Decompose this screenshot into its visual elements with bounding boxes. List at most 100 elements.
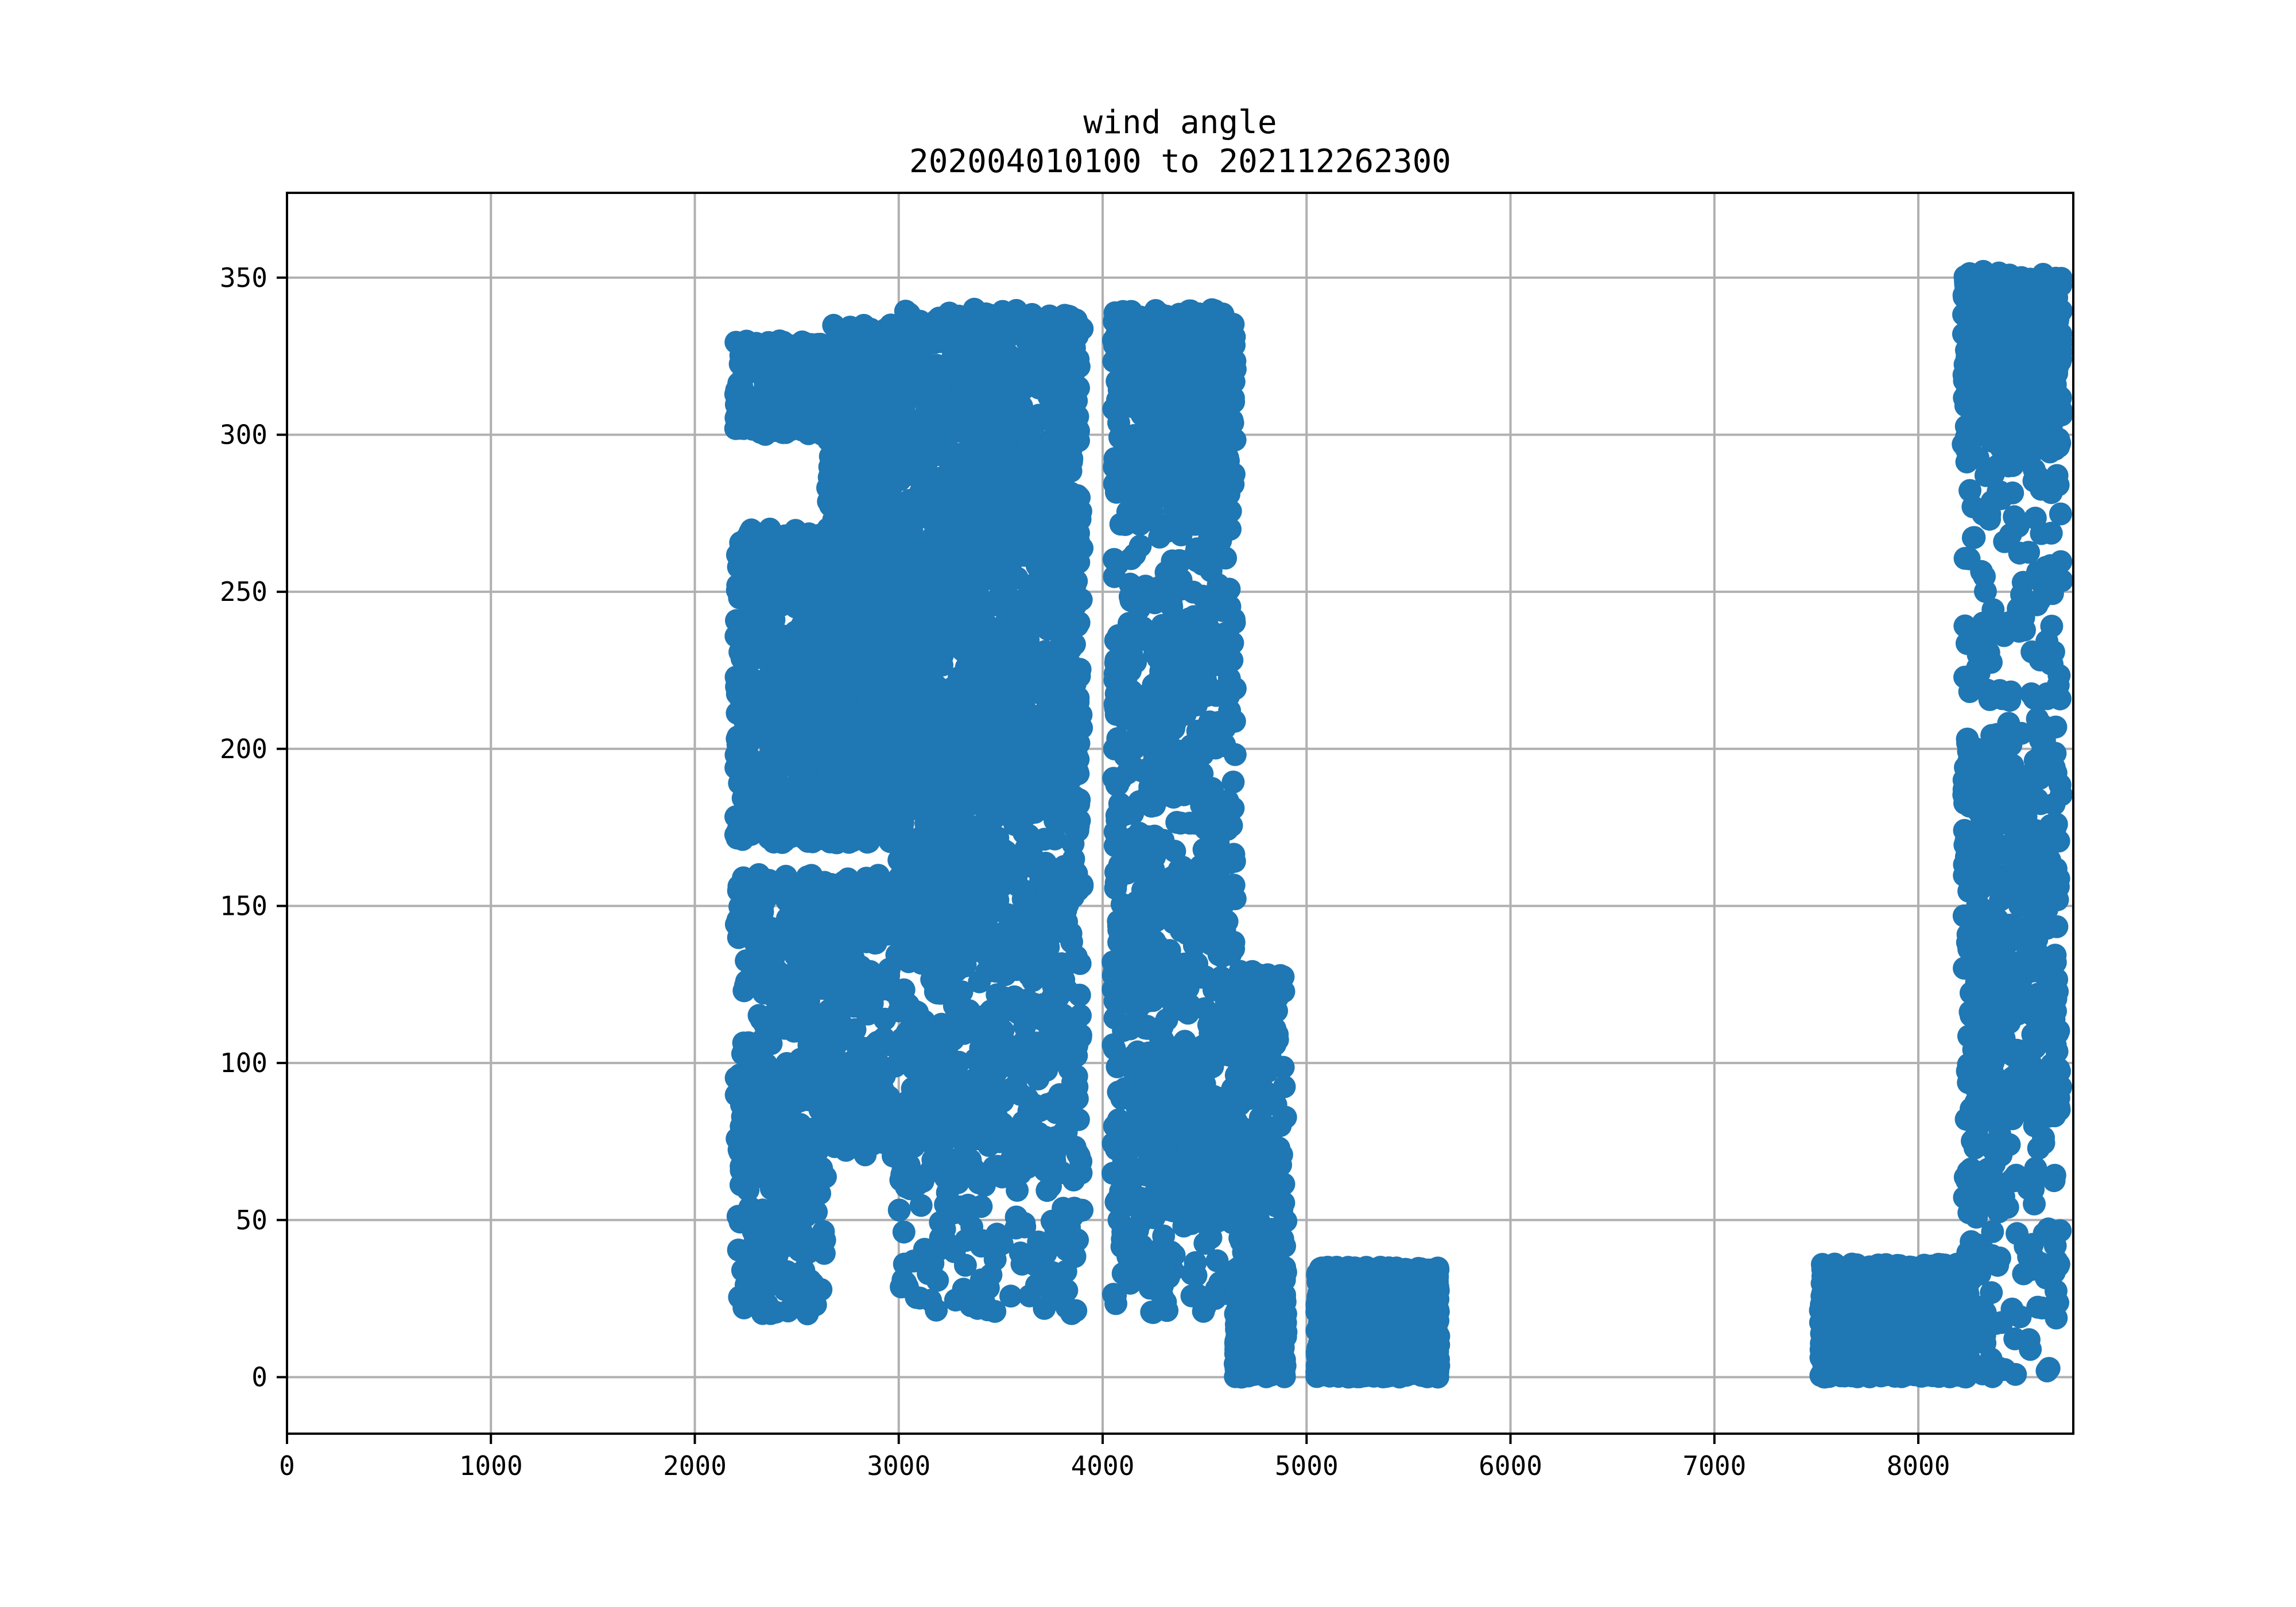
scatter-point xyxy=(1004,1205,1028,1229)
scatter-point xyxy=(1110,1127,1134,1151)
scatter-point xyxy=(962,628,986,652)
scatter-point xyxy=(786,1188,809,1212)
scatter-point xyxy=(1022,305,1045,328)
scatter-point xyxy=(770,1126,794,1150)
scatter-point xyxy=(910,340,933,364)
scatter-point xyxy=(945,988,968,1012)
scatter-point xyxy=(859,407,883,430)
scatter-point xyxy=(793,615,816,638)
scatter-point xyxy=(769,817,792,840)
scatter-point xyxy=(934,1229,957,1253)
scatter-point xyxy=(1071,1198,1094,1222)
scatter-point xyxy=(821,379,845,403)
scatter-point xyxy=(766,624,789,647)
scatter-point xyxy=(726,1205,750,1228)
scatter-point xyxy=(926,723,950,747)
scatter-point xyxy=(925,1298,948,1322)
scatter-point xyxy=(932,1037,955,1061)
data-points xyxy=(724,259,2073,1389)
scatter-point xyxy=(751,1302,774,1325)
scatter-point xyxy=(948,1195,972,1218)
scatter-point xyxy=(911,1170,934,1193)
scatter-point xyxy=(1011,1110,1035,1134)
scatter-point xyxy=(986,1155,1009,1178)
scatter-point xyxy=(979,1263,1003,1287)
scatter-point xyxy=(941,1058,964,1082)
scatter-point xyxy=(1208,936,1232,959)
scatter-point xyxy=(1046,344,1070,368)
scatter-point xyxy=(1001,381,1025,405)
scatter-point xyxy=(930,1131,954,1155)
scatter-point xyxy=(863,368,886,392)
scatter-point xyxy=(892,1220,916,1244)
scatter-point xyxy=(976,383,999,406)
scatter-point xyxy=(1034,640,1057,663)
scatter-point xyxy=(795,537,819,560)
scatter-point xyxy=(976,1117,999,1140)
scatter-point xyxy=(897,1034,920,1057)
scatter-point xyxy=(927,371,951,395)
scatter-point xyxy=(1062,1169,1085,1191)
scatter-point xyxy=(738,596,762,619)
scatter-point xyxy=(812,1220,835,1243)
scatter-point xyxy=(979,902,1002,925)
scatter-point xyxy=(1124,1007,1147,1031)
scatter-point xyxy=(976,465,1000,489)
scatter-point xyxy=(848,498,871,521)
scatter-point xyxy=(811,1166,834,1189)
scatter-point xyxy=(893,410,916,433)
scatter-point xyxy=(1107,1108,1130,1132)
scatter-point xyxy=(952,464,975,487)
scatter-point xyxy=(894,1112,917,1136)
scatter-point xyxy=(830,1069,854,1092)
scatter-point xyxy=(850,702,873,726)
scatter-point xyxy=(909,1194,933,1217)
scatter-point xyxy=(797,989,820,1012)
scatter-point xyxy=(950,1146,974,1169)
scatter-point xyxy=(986,732,1010,756)
scatter-point xyxy=(1155,1299,1179,1322)
scatter-point xyxy=(739,1256,762,1279)
scatter-point xyxy=(1103,989,1127,1013)
scatter-point xyxy=(938,782,962,805)
scatter-point xyxy=(1017,907,1041,930)
scatter-point xyxy=(997,642,1021,665)
scatter-point xyxy=(909,460,932,483)
scatter-point xyxy=(1071,873,1094,896)
scatter-point xyxy=(724,823,747,847)
scatter-point xyxy=(974,881,998,905)
scatter-point xyxy=(991,1019,1015,1043)
scatter-point xyxy=(1016,488,1040,511)
scatter-point xyxy=(821,793,844,816)
scatter-point xyxy=(926,1268,949,1292)
scatter-point xyxy=(948,420,971,443)
scatter-point xyxy=(1065,945,1088,968)
scatter-point xyxy=(1115,742,1138,766)
scatter-point xyxy=(991,840,1014,864)
scatter-point xyxy=(1028,1274,1052,1298)
scatter-point xyxy=(784,595,808,619)
scatter-point xyxy=(985,938,1009,962)
scatter-point xyxy=(893,1252,916,1276)
scatter-point xyxy=(1025,1031,1049,1055)
scatter-point xyxy=(796,1302,819,1326)
scatter-point xyxy=(754,1053,778,1076)
scatter-point xyxy=(1044,1218,1068,1241)
scatter-point xyxy=(949,819,973,843)
scatter-point xyxy=(1127,821,1151,845)
scatter-point xyxy=(1042,1090,1066,1113)
chart-subtitle: 202004010100 to 202112262300 xyxy=(909,143,1451,180)
scatter-point xyxy=(980,795,1003,819)
scatter-point xyxy=(1119,547,1143,570)
scatter-point xyxy=(1066,1142,1089,1165)
scatter-point xyxy=(1059,1106,1083,1129)
scatter-point xyxy=(975,769,999,793)
scatter-point xyxy=(817,761,841,785)
scatter-point xyxy=(946,350,969,374)
scatter-point xyxy=(1063,1245,1087,1268)
scatter-point xyxy=(762,779,786,803)
scatter-point xyxy=(742,1220,765,1243)
scatter-point xyxy=(1052,548,1075,572)
scatter-point xyxy=(1009,701,1032,725)
scatter-point xyxy=(773,1278,797,1302)
